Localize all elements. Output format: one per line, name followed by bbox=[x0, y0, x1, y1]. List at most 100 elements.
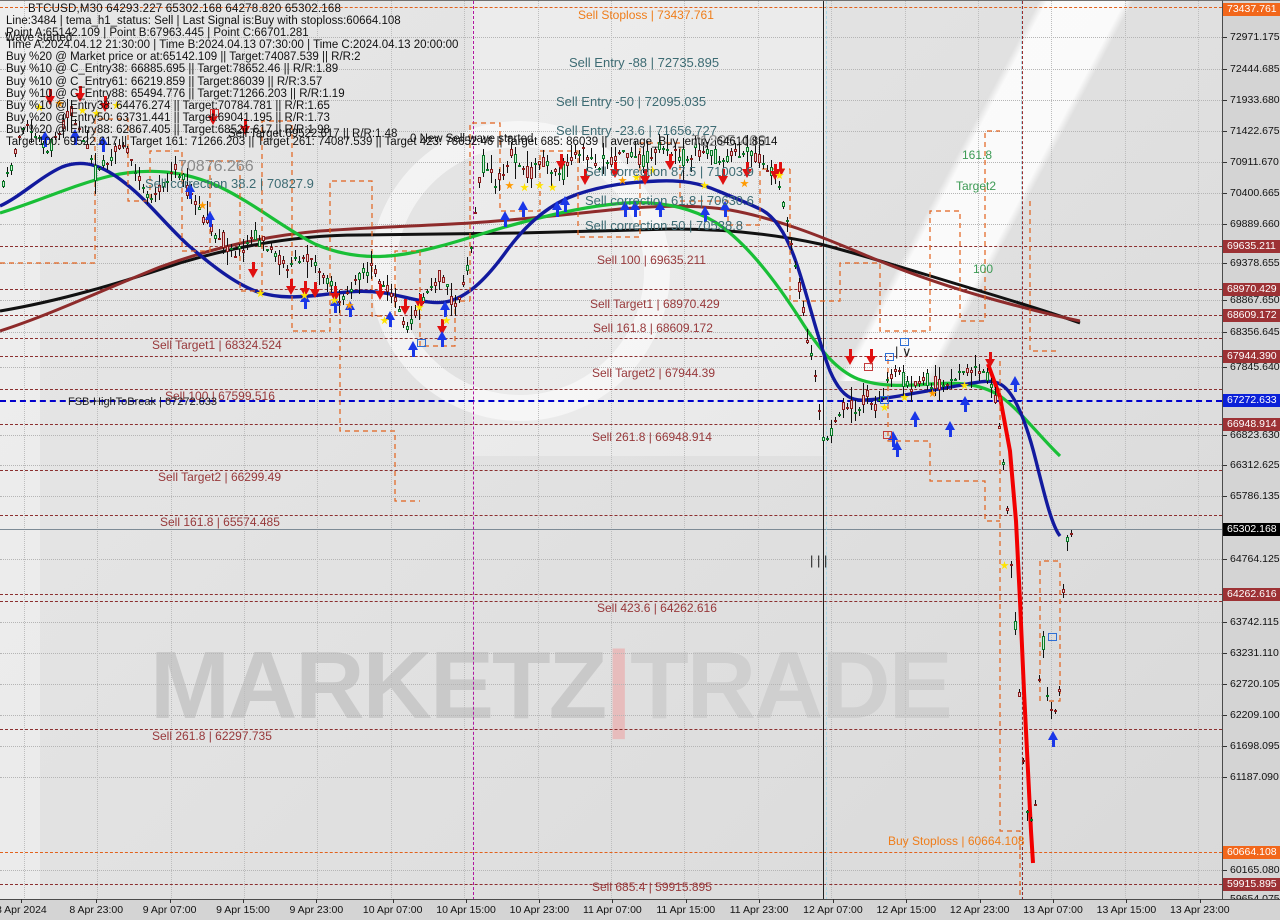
sell-2618-mid-label: Sell 261.8 | 66948.914 bbox=[592, 430, 712, 444]
buy-arrow-up bbox=[620, 201, 630, 217]
price-tick: 64764.125 bbox=[1223, 553, 1280, 566]
fractal-flag-blue bbox=[900, 338, 909, 346]
sell-100-top-label: Sell 100 | 69635.211 bbox=[597, 253, 706, 267]
current-price-label: 71295.469 bbox=[691, 133, 767, 150]
fractal-flag-blue bbox=[1048, 633, 1057, 641]
buy-arrow-up bbox=[437, 331, 447, 347]
price-tick: 67845.640 bbox=[1223, 361, 1280, 374]
buy-arrow-up bbox=[500, 211, 510, 227]
time-tick: 11 Apr 15:00 bbox=[656, 899, 716, 916]
price-axis[interactable]: 73437.761 72971.175 72444.685 71933.680 7142… bbox=[1222, 0, 1280, 905]
fractal-flag-red bbox=[883, 431, 892, 439]
price-tick: 71933.680 bbox=[1223, 94, 1280, 107]
buy-arrow-up bbox=[518, 201, 528, 217]
new-sell-wave-label: 0 New Sell wave started bbox=[410, 133, 534, 145]
signal-star bbox=[1000, 561, 1009, 570]
fractal-ticks-2: | ∨ bbox=[895, 344, 912, 359]
signal-star bbox=[330, 296, 339, 305]
sell-arrow-down bbox=[556, 154, 566, 170]
buy-arrow-up bbox=[960, 396, 970, 412]
time-tick: 9 Apr 15:00 bbox=[216, 899, 270, 916]
signal-star bbox=[700, 181, 709, 190]
sell-correction-618-label: Sell correction 61.8 | 70630.6 bbox=[585, 193, 754, 208]
buy-arrow-up bbox=[385, 311, 395, 327]
sell-arrow-down bbox=[375, 284, 385, 300]
level-line-red bbox=[0, 289, 1222, 290]
ma-green bbox=[0, 169, 1062, 458]
header-line-3: Buy %20 @ Market price or at:65142.109 |… bbox=[6, 51, 361, 64]
buy-arrow-up bbox=[40, 131, 50, 147]
signal-star bbox=[92, 109, 101, 118]
buy-arrow-up bbox=[1048, 731, 1058, 747]
buy-arrow-up bbox=[892, 441, 902, 457]
price-tick: 59915.895 bbox=[1223, 878, 1280, 891]
header-line-6: Buy %10 @ C_Entry88: 65494.776 || Target… bbox=[6, 87, 345, 100]
sell-target-inline-label: Sell Target:69522.617 || R/R:1.48 bbox=[228, 128, 398, 140]
signal-star bbox=[415, 303, 424, 312]
signal-star bbox=[35, 103, 44, 112]
fractal-ticks: | | | bbox=[810, 553, 828, 568]
signal-star bbox=[960, 381, 969, 390]
signal-star bbox=[928, 389, 937, 398]
signal-star bbox=[380, 316, 389, 325]
buy-arrow-up bbox=[910, 411, 920, 427]
sell-arrow-down bbox=[665, 154, 675, 170]
sell-arrow-down bbox=[718, 169, 728, 185]
price-tick: 72971.175 bbox=[1223, 31, 1280, 44]
sell-arrow-down bbox=[286, 279, 296, 295]
time-tick: 12 Apr 15:00 bbox=[876, 899, 937, 916]
level-line-orange bbox=[0, 7, 1222, 8]
sell-target2-mid-label: Sell Target2 | 67944.39 bbox=[592, 366, 715, 380]
signal-star bbox=[618, 176, 627, 185]
time-tick: 13 Apr 23:00 bbox=[1170, 899, 1230, 916]
price-tick: 66948.914 bbox=[1223, 418, 1280, 431]
sell-correction-382-label: Sell correction 38.2 | 70827.9 bbox=[145, 176, 314, 191]
price-tick: 69378.655 bbox=[1223, 257, 1280, 270]
gridline-v bbox=[904, 1, 906, 899]
fsb-hightobreak-label: FSB-HighToBreak | 67272.633 bbox=[68, 396, 217, 408]
price-tick: 64262.616 bbox=[1223, 588, 1280, 601]
header-line-9: Buy %20 @ Entry88: 62867.405 || Target:6… bbox=[6, 123, 330, 136]
time-tick: 11 Apr 07:00 bbox=[583, 899, 642, 916]
header-line-1: Point A:65142.109 | Point B:67963.445 | … bbox=[6, 27, 309, 40]
header-line-0: Line:3484 | tema_h1_status: Sell | Last … bbox=[6, 15, 401, 28]
level-line-red bbox=[0, 729, 1222, 730]
price-tick: 69635.211 bbox=[1223, 240, 1280, 253]
chart-plot-area[interactable]: MARKETZ|TRADE bbox=[0, 0, 1222, 899]
header-line-7: Buy %10 @ Entry38: 64476.274 || Target:7… bbox=[6, 99, 330, 112]
sell-target2-left-label: Sell Target2 | 66299.49 bbox=[158, 470, 281, 484]
buy-arrow-up bbox=[945, 421, 955, 437]
sell-arrow-down bbox=[45, 89, 55, 105]
signal-star bbox=[442, 316, 451, 325]
buy-arrow-up bbox=[552, 201, 562, 217]
gridline-v bbox=[1051, 1, 1053, 899]
sell-1618-top-label: Sell 161.8 | 68609.172 bbox=[593, 321, 713, 335]
price-tick: 66312.625 bbox=[1223, 459, 1280, 472]
price-tick: 70911.670 bbox=[1223, 156, 1280, 169]
level-target2-label: Target2 bbox=[956, 179, 997, 193]
time-tick: 9 Apr 07:00 bbox=[142, 899, 197, 916]
time-tick: 13 Apr 15:00 bbox=[1096, 899, 1157, 916]
time-tick: 11 Apr 23:00 bbox=[729, 899, 789, 916]
sell-stoploss-label: Sell Stoploss | 73437.761 bbox=[578, 8, 714, 22]
buy-arrow-up bbox=[700, 206, 710, 222]
price-tick: 69889.660 bbox=[1223, 218, 1280, 231]
gridline-v bbox=[977, 1, 979, 899]
sell-arrow-down bbox=[866, 349, 876, 365]
price-tick: 66823.630 bbox=[1223, 429, 1280, 442]
price-tick: 68609.172 bbox=[1223, 309, 1280, 322]
fractal-flag-blue bbox=[880, 396, 889, 404]
time-axis[interactable]: 8 Apr 2024 8 Apr 23:00 9 Apr 07:00 9 Apr 15… bbox=[0, 899, 1280, 920]
signal-star bbox=[520, 183, 529, 192]
sell-correction-50-label: Sell correction 50 | 70538.8 bbox=[585, 218, 744, 233]
buy-arrow-up bbox=[720, 201, 730, 217]
sell-arrow-down bbox=[610, 162, 620, 178]
buy-arrow-up bbox=[205, 211, 215, 227]
level-line-red bbox=[0, 356, 1222, 357]
gridline-v bbox=[831, 1, 833, 899]
time-tick: 10 Apr 15:00 bbox=[436, 899, 496, 916]
time-tick: 10 Apr 07:00 bbox=[362, 899, 423, 916]
price-tick: 65302.168 bbox=[1223, 523, 1280, 536]
sell-4236-label: Sell 423.6 | 64262.616 bbox=[597, 601, 717, 615]
